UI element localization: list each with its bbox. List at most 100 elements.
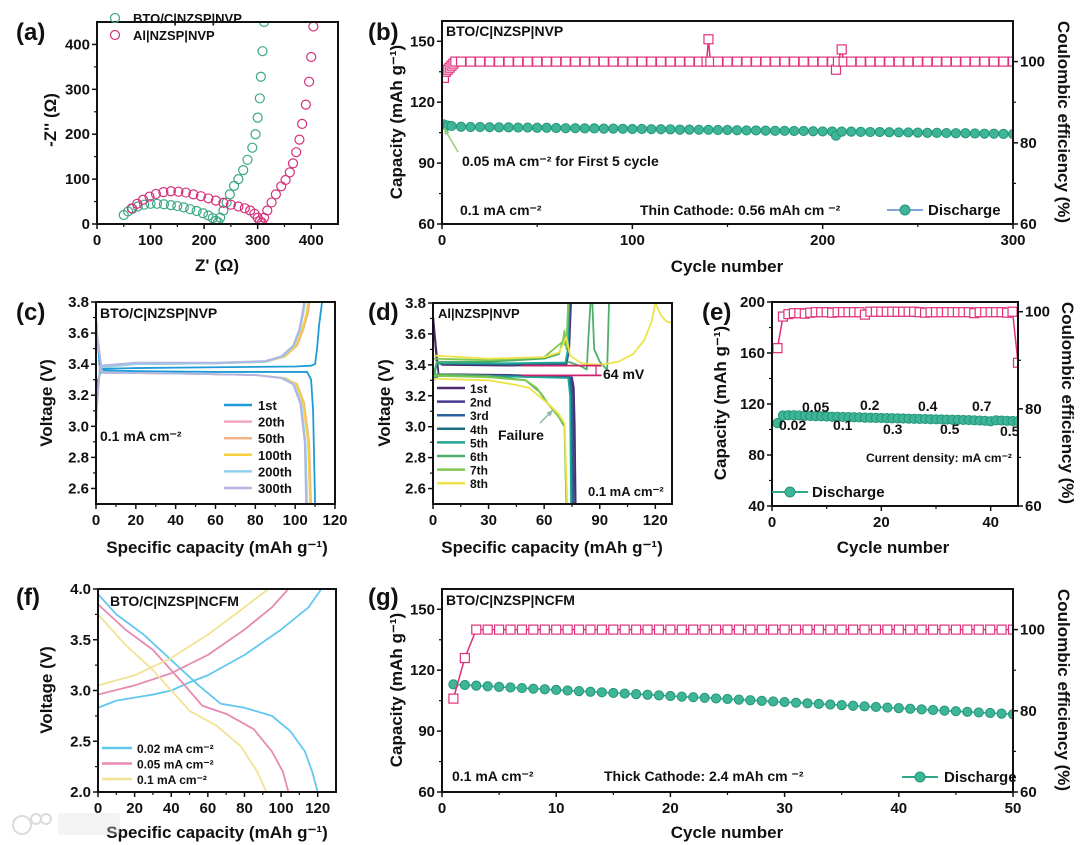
y2-axis-title: Coulombic efficiency (%)	[1054, 21, 1073, 223]
data-point	[882, 702, 893, 713]
y-tick-label: 3.6	[405, 326, 426, 343]
data-point	[893, 624, 904, 635]
annotation-text: BTO/C|NZSP|NCFM	[110, 593, 239, 609]
y-tick-label: 400	[65, 36, 90, 53]
data-point	[962, 706, 973, 717]
plot-area	[118, 22, 319, 224]
legend-label: 0.02 mA cm⁻²	[137, 742, 214, 756]
data-point	[598, 123, 609, 134]
data-point	[950, 128, 962, 139]
legend-item: 20th	[224, 415, 285, 430]
rate-label: 0.1	[833, 417, 853, 433]
rate-label: 0.2	[860, 397, 880, 413]
data-point	[941, 127, 952, 139]
plot-area	[772, 306, 1018, 429]
legend-item: 1st	[224, 398, 277, 413]
annotation-text: 0.1 mA cm⁻²	[588, 484, 664, 499]
data-point	[636, 56, 647, 67]
series-line	[98, 589, 269, 687]
data-point	[848, 700, 859, 711]
axes: 0 100 200 300 400 0 100 200 300 400	[65, 36, 324, 249]
data-point	[585, 686, 596, 697]
x-tick-label: 0	[92, 512, 100, 529]
data-point	[865, 126, 876, 138]
data-point	[874, 56, 885, 67]
panel-label: (e)	[702, 299, 731, 326]
annotation-text: 0.1 mA cm⁻²	[460, 202, 542, 218]
data-point	[950, 624, 962, 635]
annotation-text: Current density: mA cm⁻²	[866, 451, 1012, 465]
x-tick-label: 80	[236, 800, 253, 817]
series-1st	[96, 302, 323, 504]
data-point	[741, 56, 752, 67]
y-tick-label: 40	[748, 498, 765, 515]
data-point	[280, 174, 291, 186]
rate-label: 0.5	[940, 421, 960, 437]
data-point	[185, 204, 196, 215]
data-point	[916, 624, 927, 635]
data-point	[817, 56, 828, 67]
legend: 0.02 mA cm⁻² 0.05 mA cm⁻²0.1 mA cm⁻²	[102, 742, 214, 787]
data-point	[969, 128, 981, 139]
y-tick-label: 3.2	[68, 387, 89, 404]
data-point	[884, 56, 895, 67]
data-point	[817, 126, 828, 137]
data-point	[1007, 624, 1013, 635]
data-point	[165, 186, 177, 197]
y-tick-label: 3.5	[70, 632, 91, 649]
data-point	[756, 624, 767, 635]
y-tick-label: 3.2	[405, 388, 426, 405]
data-point	[474, 121, 486, 133]
data-point	[939, 705, 950, 716]
y-tick-label: 120	[410, 662, 435, 679]
y-tick-label: 200	[65, 126, 90, 143]
y2-axis-title: Coulombic efficiency (%)	[1054, 589, 1073, 791]
data-point	[188, 189, 199, 200]
data-point	[779, 125, 790, 136]
data-point	[503, 122, 514, 133]
data-point	[998, 128, 1009, 139]
rate-label: 0.02	[779, 417, 806, 433]
x-tick-label: 0	[94, 800, 102, 817]
data-point	[579, 56, 590, 67]
data-point	[516, 624, 528, 635]
legend-marker-icon	[109, 12, 121, 24]
data-point	[551, 56, 562, 67]
annotation-text: Al|NZSP|NVP	[438, 306, 520, 321]
data-point	[939, 624, 950, 635]
legend-item: 0.05 mA cm⁻²	[102, 758, 214, 772]
y2-tick-label: 100	[1020, 54, 1045, 71]
y-tick-label: 3.0	[68, 418, 89, 435]
data-point	[979, 56, 990, 67]
y-tick-label: 300	[65, 81, 90, 98]
y2-tick-label: 80	[1020, 135, 1037, 152]
panel-label: (b)	[368, 19, 399, 46]
legend-item: 7th	[437, 464, 488, 478]
plot-area	[433, 303, 672, 504]
data-point	[258, 22, 270, 28]
panel-c: (c) 0 20 40 60 80 100 120 2.6 2.8 3.0 3.2 3.4 3.6 3.8 S…	[16, 294, 348, 557]
data-point	[596, 624, 607, 635]
legend-label: 100th	[258, 448, 292, 463]
series-line	[96, 302, 323, 427]
legend-label: Discharge	[812, 484, 885, 501]
data-point	[631, 689, 642, 700]
data-point	[745, 695, 756, 706]
legend-label: BTO/C|NZSP|NVP	[133, 11, 242, 26]
y-tick-label: 3.6	[68, 325, 89, 342]
data-point	[513, 122, 524, 133]
data-point	[665, 690, 676, 702]
y2-tick-label: 80	[1025, 401, 1042, 418]
data-point	[158, 199, 170, 210]
data-point	[254, 93, 265, 104]
series-line	[98, 589, 290, 696]
data-point	[733, 624, 745, 635]
data-point	[494, 681, 505, 692]
data-point	[446, 120, 457, 132]
series-line	[98, 589, 323, 709]
x-tick-label: 120	[643, 512, 668, 529]
data-point	[848, 624, 859, 635]
series-0-05-ma-cm-	[98, 589, 290, 792]
